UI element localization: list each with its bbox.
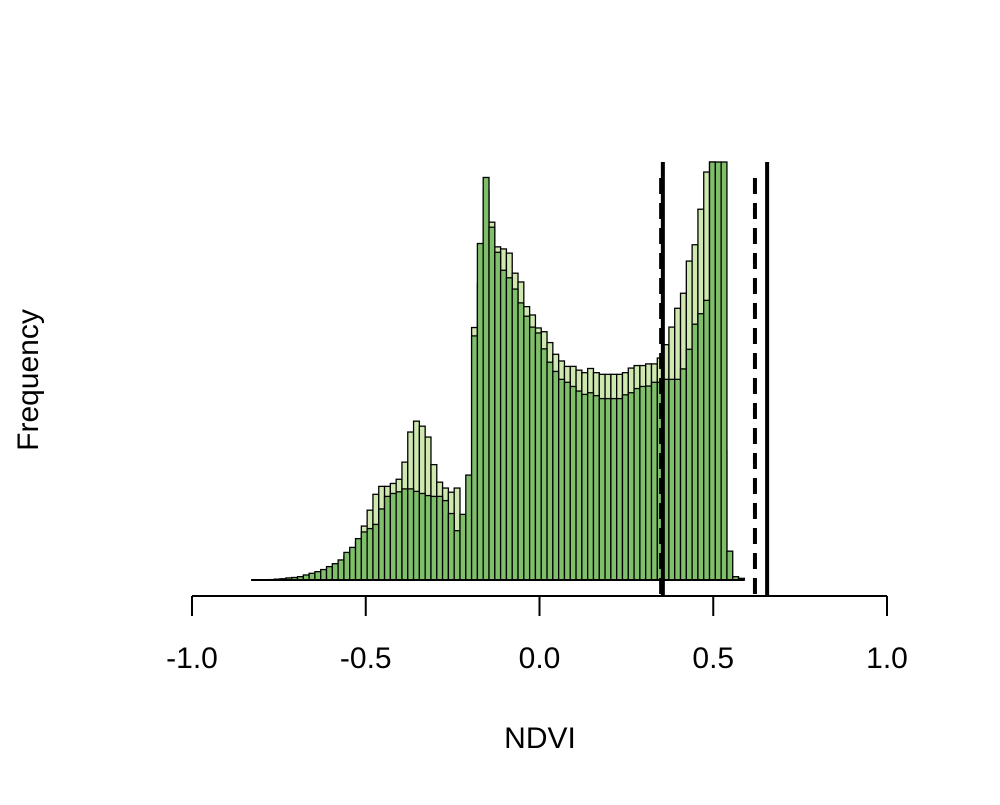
histogram-bar [315, 572, 321, 580]
histogram-bar [652, 382, 658, 580]
histogram-bar [414, 491, 420, 580]
histogram-bar [495, 252, 501, 580]
histogram-bar [385, 496, 391, 580]
histogram-bar [593, 396, 599, 580]
histogram-bar [634, 389, 640, 580]
histogram-bar [408, 489, 414, 580]
histogram-bar [646, 386, 652, 580]
histogram-bar [611, 399, 617, 580]
x-tick-label: -1.0 [166, 642, 218, 675]
histogram-bar [576, 391, 582, 580]
histogram-bar [553, 371, 559, 580]
histogram-bar [535, 333, 541, 580]
histogram-bar [448, 514, 454, 580]
histogram-bar [599, 399, 605, 580]
histogram-bar [338, 560, 344, 580]
histogram-bar [628, 393, 634, 580]
histogram-bar [437, 496, 443, 580]
x-tick-label: 1.0 [866, 642, 908, 675]
histogram-bar [350, 547, 356, 580]
histogram-bar [501, 270, 507, 580]
histogram-bar [356, 539, 362, 580]
histogram-bar [530, 327, 536, 580]
histogram-bar [698, 314, 704, 580]
x-tick-label: 0.5 [692, 642, 734, 675]
histogram-bar [715, 162, 721, 580]
histogram-bar [570, 386, 576, 580]
histogram-bar [460, 514, 466, 580]
histogram-bar [541, 349, 547, 580]
histogram-bar [640, 386, 646, 580]
histogram-bar [686, 349, 692, 580]
x-tick-label: 0.0 [519, 642, 561, 675]
histogram-bar [466, 475, 472, 580]
histogram-bar [622, 395, 628, 580]
histogram-bar [692, 324, 698, 580]
histogram-bar [379, 509, 385, 580]
histogram-bar [402, 489, 408, 580]
histogram-bar [390, 493, 396, 580]
histogram-bar [489, 227, 495, 580]
histogram-bar [431, 496, 437, 580]
x-axis: -1.0 -0.5 0.0 0.5 1.0 [166, 596, 908, 675]
histogram-bar [309, 573, 315, 580]
histogram-bar [321, 570, 327, 580]
histogram-bar [396, 492, 402, 580]
histogram-bar [327, 567, 333, 580]
histogram-bar [518, 303, 524, 580]
histogram-bar [727, 551, 733, 580]
histogram-bar [472, 336, 478, 580]
histogram-bar [512, 289, 518, 580]
histogram-bar [681, 369, 687, 580]
histogram-bar [443, 501, 449, 580]
histogram-bar [559, 379, 565, 580]
histogram-bar [547, 362, 553, 580]
histogram-bar [367, 529, 373, 580]
histogram-bar [675, 379, 681, 580]
x-tick-label: -0.5 [340, 642, 392, 675]
histogram-bar [617, 399, 623, 580]
histogram-bar [344, 552, 350, 580]
histogram-bar [425, 496, 431, 580]
histogram-bar [669, 379, 675, 580]
histogram-bar [373, 524, 379, 580]
histogram-bar [564, 382, 570, 580]
histogram-bar [710, 162, 716, 580]
histogram-bar [721, 162, 727, 580]
histogram-bar [588, 393, 594, 580]
histogram-bar [605, 399, 611, 580]
histogram-bar [361, 532, 367, 580]
x-axis-label: NDVI [504, 722, 576, 755]
histogram-bar [582, 394, 588, 580]
histogram-bar [454, 531, 460, 580]
histogram-bar [483, 177, 489, 580]
histogram-bar [704, 300, 710, 580]
histogram-bar [477, 244, 483, 580]
histogram-bar [419, 493, 425, 580]
histogram-bar [332, 564, 338, 580]
histogram-bar [524, 316, 530, 580]
y-axis-label: Frequency [12, 309, 45, 451]
histogram-bar [506, 278, 512, 580]
